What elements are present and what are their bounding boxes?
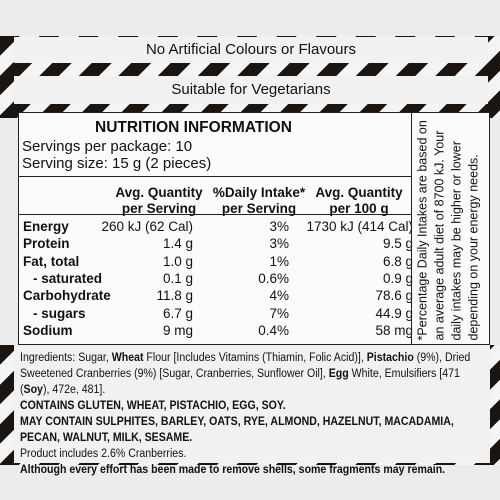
per-serving: 1.4 g	[162, 236, 193, 252]
nutrient: Energy	[23, 219, 69, 234]
nutrition-row: - sugars 6.7 g 7% 44.9 g	[23, 305, 413, 323]
column-header: Avg. Quantity per Serving	[104, 185, 214, 217]
column-header: Avg. Quantity per 100 g	[304, 185, 414, 217]
text: Ingredients: Sugar,	[20, 352, 112, 364]
nutrition-row: Fat, total 1.0 g 1% 6.8 g	[23, 253, 413, 271]
per-100g: 78.6 g	[375, 288, 413, 304]
servings: Servings per package: 10	[22, 138, 193, 155]
daily-intake: 4%	[269, 288, 289, 304]
serving-size: Serving size: 15 g (2 pieces)	[22, 155, 212, 172]
allergen: Egg	[328, 368, 349, 380]
nutrient: Sodium	[23, 322, 73, 338]
allergen: Soy	[23, 384, 43, 396]
header-line: Avg. Quantity	[115, 185, 203, 200]
per-serving: 11.8 g	[156, 288, 193, 304]
per-serving: 9 mg	[162, 322, 193, 338]
daily-intake: 0.6%	[258, 270, 289, 286]
header-line: Avg. Quantity	[315, 185, 403, 200]
per-serving: 260 kJ (62 Cal)	[101, 219, 193, 234]
may-contain: MAY CONTAIN SULPHITES, BARLEY, OATS, RYE…	[20, 416, 454, 444]
allergen: Wheat	[111, 352, 144, 364]
banner-top: No Artificial Colours or Flavours	[14, 37, 488, 63]
header-line: per 100 g	[329, 201, 389, 216]
nutrient: - sugars	[33, 305, 86, 321]
per-100g: 58 mg	[375, 322, 413, 338]
per-100g: 0.9 g	[382, 270, 413, 286]
nutrition-title: NUTRITION INFORMATION	[95, 119, 292, 136]
per-100g: 9.5 g	[382, 236, 413, 252]
text: White, Emulsifiers [471 (	[20, 368, 460, 396]
shells-note: Although every effort has been made to r…	[20, 464, 446, 476]
nutrient: - saturated	[33, 270, 103, 286]
per-100g: 44.9 g	[375, 305, 413, 321]
divider	[19, 214, 411, 215]
ingredients-panel	[14, 345, 490, 463]
daily-intake: 7%	[269, 305, 289, 321]
nutrient: Carbohydrate	[23, 288, 111, 304]
per-100g: 6.8 g	[382, 253, 413, 269]
header-line: %Daily Intake*	[212, 185, 306, 200]
per-serving: 0.1 g	[162, 270, 193, 286]
product-includes: Product includes 2.6% Cranberries.	[20, 448, 187, 460]
per-serving: 1.0 g	[162, 253, 193, 269]
header-line: per Serving	[121, 201, 197, 216]
footnote: *Percentage Daily Intakes are based on a…	[415, 120, 481, 341]
per-serving: 6.7 g	[162, 305, 193, 321]
nutrition-panel: NUTRITION INFORMATION Servings per packa…	[18, 112, 490, 345]
per-100g: 1730 kJ (414 Cal)	[306, 219, 413, 234]
text: Flour [Includes Vitamins (Thiamin, Folic…	[143, 352, 367, 364]
nutrient: Protein	[23, 236, 70, 252]
text: ), 472e, 481].	[42, 384, 106, 396]
text: (9%), Dried Sweetened Cranberries (9%) […	[20, 352, 471, 380]
banner-second: Suitable for Vegetarians	[14, 76, 488, 104]
nutrition-row: Carbohydrate 11.8 g 4% 78.6 g	[23, 288, 413, 305]
nutrition-row: Energy 260 kJ (62 Cal) 3% 1730 kJ (414 Cal)	[23, 219, 413, 236]
daily-intake: 1%	[269, 253, 289, 269]
daily-intake: 3%	[269, 219, 289, 234]
header-line: per Serving	[221, 201, 297, 216]
contains: CONTAINS GLUTEN, WHEAT, PISTACHIO, EGG, …	[20, 400, 286, 412]
ingredients-list: Ingredients: Sugar, Wheat Flour [Include…	[20, 350, 489, 398]
divider	[411, 113, 412, 344]
nutrition-row: - saturated 0.1 g 0.6% 0.9 g	[23, 270, 413, 288]
nutrition-row: Sodium 9 mg 0.4% 58 mg	[23, 322, 413, 340]
divider	[19, 176, 411, 177]
nutrient: Fat, total	[23, 253, 80, 269]
daily-intake: 0.4%	[258, 322, 289, 338]
allergen: Pistachio	[366, 352, 414, 364]
daily-intake: 3%	[269, 236, 289, 252]
nutrition-row: Protein 1.4 g 3% 9.5 g	[23, 236, 413, 253]
ingredients: Ingredients: Sugar, Wheat Flour [Include…	[20, 350, 489, 478]
column-header: %Daily Intake* per Serving	[204, 185, 314, 217]
